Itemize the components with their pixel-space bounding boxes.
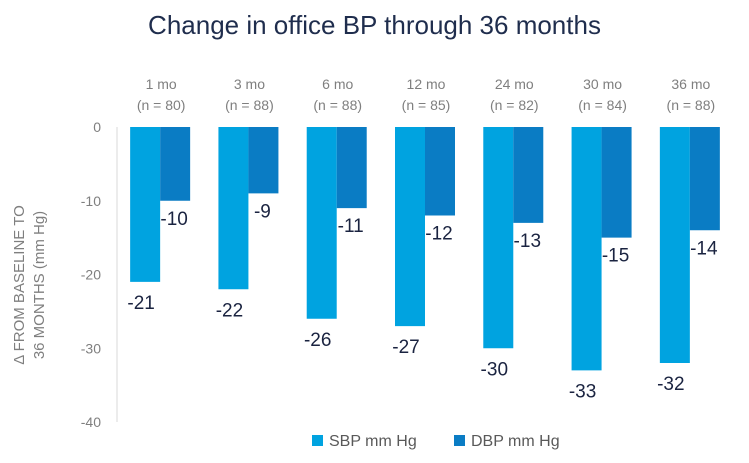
y-tick-label: -30 [81,340,101,356]
sbp-bar [218,127,249,290]
category-label: 3 mo [234,76,265,92]
data-label: -11 [338,216,364,237]
data-label: -22 [216,300,243,321]
category-label: 1 mo [146,76,177,92]
data-label: -27 [392,337,419,358]
chart-title: Change in office BP through 36 months [148,10,601,40]
category-label: 12 mo [407,76,446,92]
y-tick-label: -20 [81,267,101,283]
category-label: 36 mo [671,76,710,92]
legend-label: SBP mm Hg [329,433,417,450]
dbp-bar [248,127,279,194]
data-label: -10 [160,209,187,230]
sbp-bar [130,127,161,282]
sbp-bar [306,127,337,319]
category-label: 24 mo [495,76,534,92]
legend-label: DBP mm Hg [471,433,560,450]
y-tick-label: 0 [93,119,101,135]
data-label: -21 [127,293,154,314]
sbp-bar [659,127,690,363]
data-label: -13 [514,231,541,252]
category-label: 30 mo [583,76,622,92]
data-label: -9 [254,201,271,222]
category-sublabel: (n = 80) [137,97,186,113]
data-label: -32 [657,374,684,395]
dbp-bar [160,127,191,201]
category-sublabel: (n = 88) [313,97,362,113]
category-sublabel: (n = 88) [667,97,716,113]
sbp-bar [395,127,425,327]
y-axis-title: Δ FROM BASELINE TO [11,205,28,365]
y-axis-title: 36 MONTHS (mm Hg) [31,211,48,359]
data-label: -12 [425,224,452,245]
dbp-bar [425,127,455,216]
sbp-bar [571,127,602,371]
dbp-bar [513,127,544,223]
dbp-bar [689,127,720,231]
legend-swatch-dbp [454,435,465,446]
dbp-bar [601,127,632,238]
data-label: -15 [602,246,629,267]
category-label: 6 mo [322,76,353,92]
y-tick-label: -40 [81,414,101,430]
data-label: -33 [569,381,596,402]
sbp-bar [483,127,514,349]
dbp-bar [336,127,367,209]
data-label: -30 [481,359,508,380]
data-label: -14 [690,238,718,259]
category-sublabel: (n = 88) [225,97,274,113]
legend-swatch-sbp [312,435,323,446]
y-tick-label: -10 [81,193,101,209]
category-sublabel: (n = 82) [490,97,539,113]
category-sublabel: (n = 85) [402,97,451,113]
data-label: -26 [304,330,331,351]
category-sublabel: (n = 84) [578,97,627,113]
